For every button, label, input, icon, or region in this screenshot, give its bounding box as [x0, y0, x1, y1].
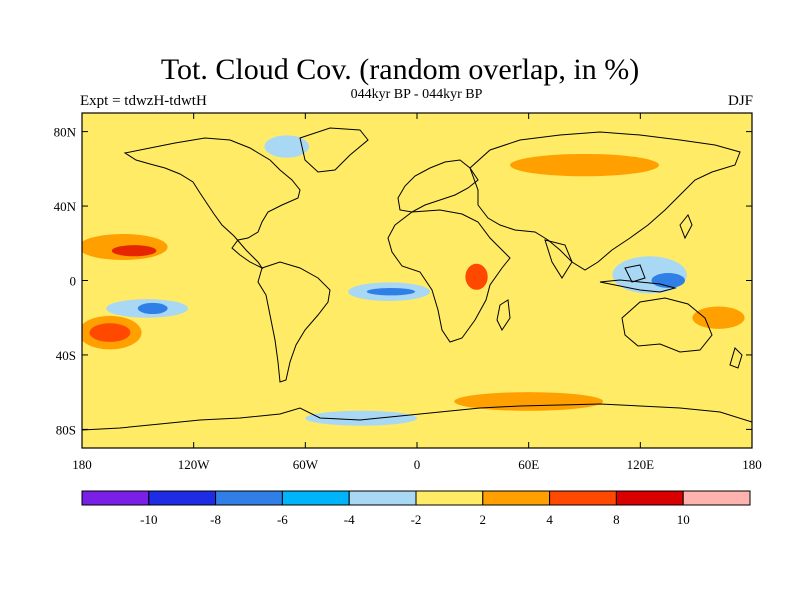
coast-africa	[387, 209, 511, 343]
colorbar-label-4: -2	[411, 512, 422, 527]
colorbar-bin-7	[549, 490, 617, 506]
x-tick-label-0: 180	[72, 457, 92, 472]
anomaly-region-1	[111, 245, 157, 257]
anomaly-region-7	[366, 287, 416, 296]
anomaly-region-3	[89, 323, 131, 342]
coast-asia	[469, 131, 741, 271]
coast-greenland	[299, 127, 369, 173]
x-tick-label-4: 60E	[518, 457, 539, 472]
colorbar-bin-2	[215, 490, 283, 506]
anomaly-region-8	[465, 263, 488, 290]
x-tick-label-5: 120E	[627, 457, 655, 472]
colorbar-bin-9	[682, 490, 751, 506]
anomaly-layer	[82, 135, 745, 426]
colorbar-label-8: 10	[677, 512, 690, 527]
y-axis-ticks: 80N 40N 0 40S 80S	[54, 125, 752, 437]
plot-subtitle: 044kyr BP - 044kyr BP	[350, 87, 483, 102]
coast-indonesia	[599, 279, 677, 293]
colorbar-label-2: -6	[277, 512, 288, 527]
coast-antarctica	[82, 403, 752, 431]
coastlines	[82, 127, 752, 431]
y-tick-label-3: 40S	[56, 348, 76, 363]
x-tick-label-2: 60W	[293, 457, 319, 472]
colorbar	[81, 490, 751, 506]
colorbar-bin-8	[615, 490, 684, 506]
anomaly-region-5	[137, 302, 168, 314]
y-tick-label-4: 80S	[56, 422, 76, 437]
plot-title: Tot. Cloud Cov. (random overlap, in %)	[160, 53, 640, 86]
x-tick-label-1: 120W	[178, 457, 211, 472]
coast-india	[544, 239, 573, 279]
colorbar-label-7: 8	[613, 512, 620, 527]
y-tick-label-0: 80N	[54, 125, 77, 140]
anomaly-region-15	[510, 153, 659, 177]
colorbar-label-1: -8	[210, 512, 221, 527]
coast-japan	[679, 214, 693, 240]
colorbar-label-0: -10	[140, 512, 157, 527]
colorbar-bin-5	[415, 490, 484, 506]
y-tick-label-2: 0	[70, 274, 77, 289]
x-axis-ticks: 180 120W 60W 0 60E 120E 180	[72, 113, 762, 472]
colorbar-bin-3	[281, 490, 350, 506]
coast-new-zealand	[729, 347, 743, 369]
colorbar-label-6: 4	[546, 512, 553, 527]
season-label: DJF	[727, 93, 753, 109]
anomaly-region-14	[264, 135, 310, 158]
anomaly-region-13	[454, 392, 604, 411]
colorbar-label-3: -4	[344, 512, 355, 527]
y-tick-label-1: 40N	[54, 199, 77, 214]
x-tick-label-3: 0	[414, 457, 421, 472]
coast-south-america	[257, 261, 331, 383]
x-tick-label-6: 180	[742, 457, 762, 472]
colorbar-bin-6	[482, 490, 551, 506]
coast-north-america	[123, 137, 301, 270]
colorbar-labels: -10 -8 -6 -4 -2 2 4 8 10	[140, 512, 690, 527]
anomaly-region-12	[305, 410, 417, 426]
coast-madagascar	[496, 299, 511, 331]
colorbar-bin-0	[81, 490, 150, 506]
anomaly-region-11	[692, 306, 745, 329]
experiment-label: Expt = tdwzH-tdwtH	[80, 93, 207, 109]
colorbar-bin-1	[148, 490, 217, 506]
coast-borneo	[624, 264, 646, 283]
colorbar-bin-4	[348, 490, 417, 506]
colorbar-label-5: 2	[480, 512, 487, 527]
coast-australia	[621, 297, 713, 353]
